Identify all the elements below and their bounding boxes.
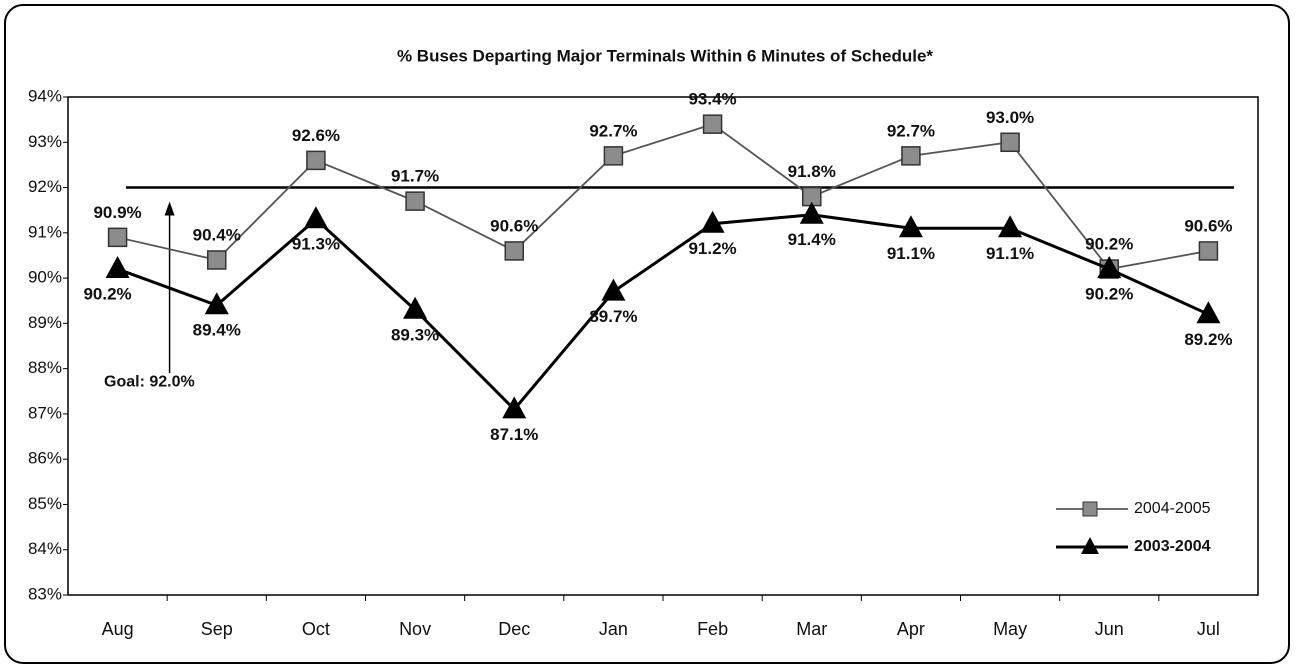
y-tick-label: 91% xyxy=(28,222,62,241)
data-label: 91.4% xyxy=(788,230,836,249)
x-tick-label: Sep xyxy=(201,619,233,639)
x-tick-label: Oct xyxy=(302,619,330,639)
y-tick-label: 88% xyxy=(28,358,62,377)
marker xyxy=(603,146,624,166)
data-label: 93.4% xyxy=(688,90,736,109)
goal-label: Goal: 92.0% xyxy=(104,373,195,390)
marker xyxy=(1097,256,1122,279)
data-label: 90.4% xyxy=(193,225,241,244)
marker xyxy=(207,250,227,270)
marker xyxy=(799,201,824,224)
x-tick-label: Feb xyxy=(697,619,728,639)
chart-border xyxy=(4,4,1290,664)
y-tick-label: 90% xyxy=(28,268,62,287)
x-tick-label: Apr xyxy=(897,619,925,639)
legend-marker xyxy=(1081,537,1099,554)
data-label: 91.8% xyxy=(788,162,836,181)
marker xyxy=(107,227,128,248)
data-label: 91.7% xyxy=(391,167,439,186)
x-tick-label: Mar xyxy=(796,619,827,639)
x-tick-label: Jul xyxy=(1197,619,1220,639)
y-tick-label: 87% xyxy=(28,403,62,422)
legend-label: 2004-2005 xyxy=(1134,500,1211,517)
legend-label: 2003-2004 xyxy=(1134,538,1211,555)
marker xyxy=(204,292,229,315)
data-label: 92.7% xyxy=(887,121,935,140)
x-tick-label: Jun xyxy=(1095,619,1124,639)
marker xyxy=(403,296,428,319)
marker xyxy=(105,256,130,279)
y-tick-label: 93% xyxy=(28,132,62,151)
data-label: 90.2% xyxy=(1085,285,1133,304)
marker xyxy=(306,150,326,171)
x-tick-label: Nov xyxy=(399,619,431,639)
x-tick-label: Aug xyxy=(102,619,134,639)
x-tick-label: May xyxy=(993,619,1027,639)
data-label: 91.1% xyxy=(887,244,935,263)
y-tick-label: 89% xyxy=(28,313,62,332)
marker xyxy=(504,241,524,261)
marker xyxy=(1196,301,1221,324)
series-line xyxy=(117,123,1209,271)
y-tick-label: 84% xyxy=(28,539,62,558)
goal-arrowhead xyxy=(164,201,175,216)
marker xyxy=(700,210,725,233)
x-tick-label: Jan xyxy=(599,619,628,639)
data-label: 90.6% xyxy=(490,216,538,235)
data-label: 91.1% xyxy=(986,244,1034,263)
data-label: 89.3% xyxy=(391,325,439,344)
data-label: 89.2% xyxy=(1184,330,1232,349)
legend-marker xyxy=(1082,501,1098,517)
marker xyxy=(405,191,425,211)
series-line xyxy=(117,213,1210,412)
data-label: 91.3% xyxy=(292,235,340,254)
data-label: 91.2% xyxy=(688,239,736,258)
marker xyxy=(502,396,527,419)
data-label: 92.7% xyxy=(589,121,637,140)
marker xyxy=(702,114,723,134)
y-tick-label: 86% xyxy=(28,449,62,468)
chart-title: % Buses Departing Major Terminals Within… xyxy=(397,46,933,65)
marker xyxy=(1198,241,1219,261)
data-label: 89.4% xyxy=(193,321,241,340)
y-tick-label: 94% xyxy=(28,86,62,105)
y-tick-label: 85% xyxy=(28,494,62,513)
marker xyxy=(1000,132,1020,153)
y-tick-label: 83% xyxy=(28,584,62,603)
data-label: 90.6% xyxy=(1184,216,1232,235)
x-tick-label: Dec xyxy=(498,619,530,639)
marker xyxy=(901,146,921,166)
data-label: 92.6% xyxy=(292,126,340,145)
marker xyxy=(998,215,1023,238)
data-label: 90.2% xyxy=(1085,235,1133,254)
y-tick-label: 92% xyxy=(28,177,62,196)
marker xyxy=(601,278,626,301)
data-label: 90.2% xyxy=(83,285,131,304)
data-label: 89.7% xyxy=(589,307,637,326)
marker xyxy=(303,206,328,229)
plot-area xyxy=(67,96,1259,596)
data-label: 93.0% xyxy=(986,108,1034,127)
marker xyxy=(898,215,923,238)
data-label: 87.1% xyxy=(490,425,538,444)
data-label: 90.9% xyxy=(93,203,141,222)
